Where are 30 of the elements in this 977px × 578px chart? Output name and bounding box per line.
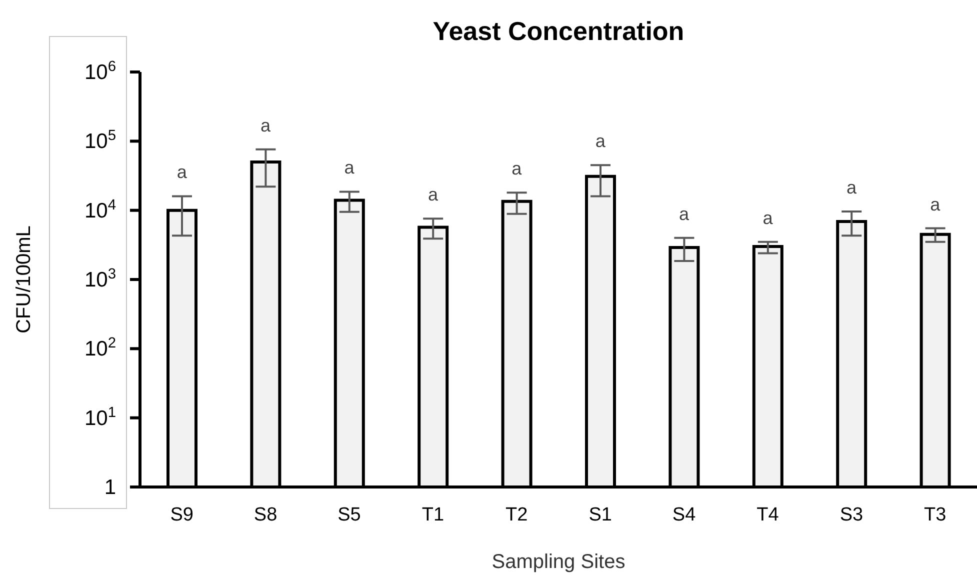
annotation: a <box>846 178 858 198</box>
x-tick-label: T1 <box>422 504 444 526</box>
y-tick-label: 10$^{4}$ <box>84 197 116 222</box>
annotation: a <box>595 131 606 152</box>
x-tick-label: S4 <box>672 504 696 526</box>
y-tick-label: 10$^{3}$ <box>84 266 116 292</box>
y-tick-label: 10$^{5}$ <box>84 128 116 154</box>
y-tick-label: 10$^{2}$ <box>84 336 116 361</box>
x-tick-label: T4 <box>756 504 780 526</box>
y-tick-label: 10$^{1}$ <box>84 404 116 430</box>
annotation: a <box>344 158 356 178</box>
annotation: a <box>260 115 272 136</box>
chart-title: Yeast Concentration <box>432 16 686 47</box>
x-tick-label: S9 <box>170 504 194 526</box>
annotation: a <box>930 194 942 214</box>
y-tick-label: 10$^{6}$ <box>84 59 116 84</box>
x-tick-label: S5 <box>338 504 361 526</box>
y-axis-title: CFU/100mL <box>13 226 35 334</box>
annotation: a <box>176 162 188 182</box>
annotation: a <box>512 158 523 179</box>
annotation: a <box>679 204 690 224</box>
x-tick-label: T2 <box>506 504 528 526</box>
x-axis-title: Sampling Sites <box>492 551 626 573</box>
annotation: a <box>428 184 439 205</box>
x-tick-label: T3 <box>924 504 946 526</box>
x-tick-label: S8 <box>254 504 278 526</box>
annotation: a <box>762 208 774 228</box>
x-tick-label: S1 <box>588 504 612 526</box>
x-tick-label: S3 <box>840 504 864 526</box>
y-tick-label: 1 <box>104 476 116 499</box>
